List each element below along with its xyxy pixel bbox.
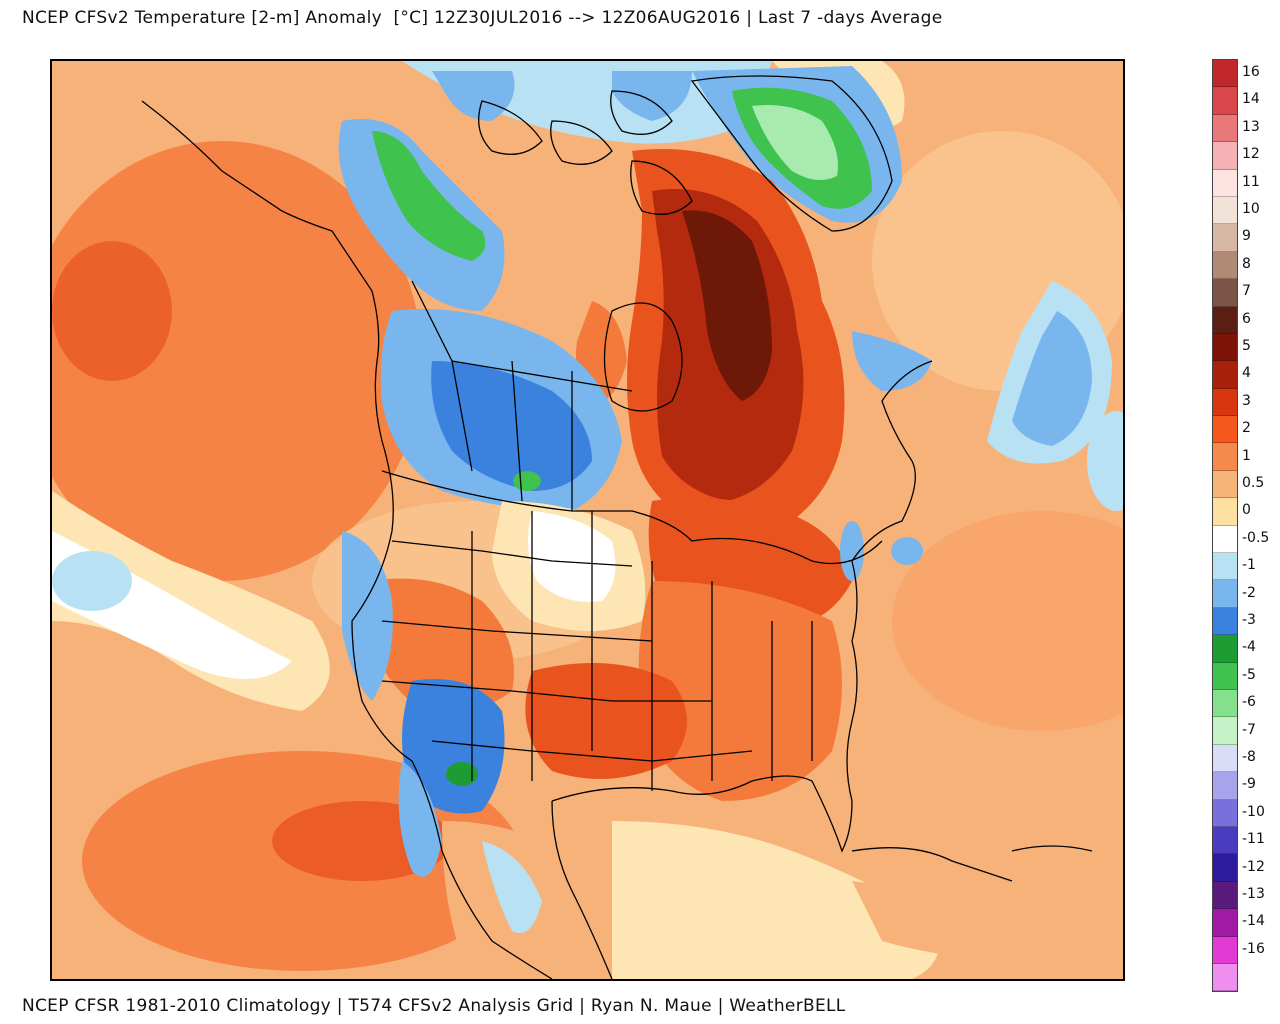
legend-swatch <box>1213 826 1237 855</box>
legend-swatch <box>1213 279 1237 307</box>
legend-label: -8 <box>1242 749 1256 765</box>
legend-swatch <box>1213 498 1237 526</box>
legend-label: 5 <box>1242 338 1251 354</box>
legend-label: 14 <box>1242 91 1260 108</box>
legend-swatch <box>1213 854 1237 882</box>
legend-label: -6 <box>1242 694 1256 711</box>
legend-swatch <box>1213 114 1237 143</box>
legend-swatch <box>1213 635 1237 663</box>
legend-swatch <box>1213 936 1237 964</box>
boundary-lines <box>141 75 1093 979</box>
legend-label: -10 <box>1242 803 1265 820</box>
legend-label: 13 <box>1242 118 1260 135</box>
legend-swatch <box>1213 963 1237 992</box>
legend-label: 0.5 <box>1242 475 1265 491</box>
legend-swatch <box>1213 580 1237 608</box>
legend-label: -7 <box>1242 721 1256 738</box>
legend-label: 2 <box>1242 420 1251 437</box>
legend-swatch <box>1213 525 1237 554</box>
legend-swatch <box>1213 772 1237 800</box>
legend-swatch <box>1213 87 1237 115</box>
greenland-cold-region <box>692 66 902 223</box>
legend-swatch <box>1213 251 1237 280</box>
legend-swatch <box>1213 169 1237 197</box>
legend-label: 3 <box>1242 392 1251 409</box>
legend-label: -13 <box>1242 886 1265 902</box>
legend-label: -16 <box>1242 940 1265 957</box>
legend-label: 10 <box>1242 201 1260 217</box>
legend-label: -4 <box>1242 639 1256 656</box>
legend-label: -1 <box>1242 557 1256 574</box>
legend-label: -14 <box>1242 913 1265 930</box>
legend-swatch <box>1213 142 1237 170</box>
legend-label: -2 <box>1242 584 1256 601</box>
legend-label: -9 <box>1242 776 1256 793</box>
legend-swatch <box>1213 662 1237 690</box>
legend-label: 6 <box>1242 310 1251 327</box>
legend-label: 0 <box>1242 502 1251 519</box>
legend-swatch <box>1213 416 1237 444</box>
legend-swatch <box>1213 717 1237 745</box>
legend-swatch <box>1213 607 1237 636</box>
legend-label: 1 <box>1242 447 1251 464</box>
legend-label: -11 <box>1242 831 1265 848</box>
legend-swatch <box>1213 306 1237 334</box>
legend-label: 16 <box>1242 64 1260 80</box>
legend-swatch <box>1213 881 1237 910</box>
legend-label: 8 <box>1242 255 1251 272</box>
legend-label: -5 <box>1242 666 1256 683</box>
legend-swatch <box>1213 388 1237 417</box>
legend-label: -0.5 <box>1242 529 1270 546</box>
legend-swatch <box>1213 361 1237 389</box>
legend-swatch <box>1213 744 1237 773</box>
chart-title: NCEP CFSv2 Temperature [2-m] Anomaly [°C… <box>22 8 943 28</box>
footer-credits: NCEP CFSR 1981-2010 Climatology | T574 C… <box>22 996 846 1016</box>
legend-label: 9 <box>1242 228 1251 245</box>
legend-label: 4 <box>1242 365 1251 382</box>
legend-label: 7 <box>1242 283 1251 300</box>
legend-swatch <box>1213 553 1237 581</box>
anomaly-map <box>50 59 1125 981</box>
legend-swatch <box>1213 443 1237 471</box>
legend-swatch <box>1213 224 1237 252</box>
legend-swatch <box>1213 196 1237 225</box>
legend-label: 11 <box>1242 173 1260 190</box>
legend-swatches <box>1212 59 1238 993</box>
legend-swatch <box>1213 909 1237 937</box>
legend-swatch <box>1213 470 1237 499</box>
legend-swatch <box>1213 60 1237 88</box>
legend-label: 12 <box>1242 146 1260 163</box>
legend-swatch <box>1213 799 1237 827</box>
land-anomaly-regions <box>338 119 1039 979</box>
legend-swatch <box>1213 333 1237 362</box>
legend-label: -3 <box>1242 612 1256 628</box>
legend-label: -12 <box>1242 858 1265 875</box>
legend-swatch <box>1213 689 1237 718</box>
